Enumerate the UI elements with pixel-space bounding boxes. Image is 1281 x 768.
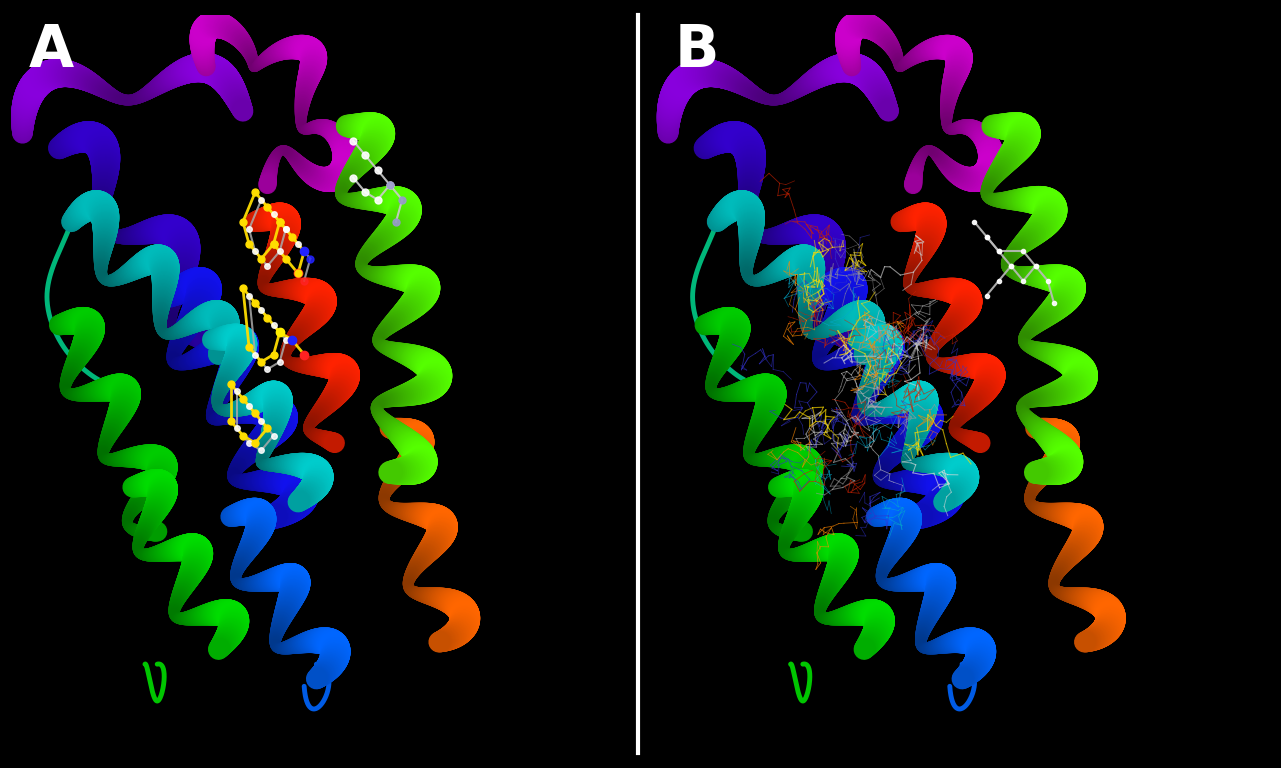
Text: A: A — [28, 22, 74, 79]
Text: B: B — [674, 22, 719, 79]
